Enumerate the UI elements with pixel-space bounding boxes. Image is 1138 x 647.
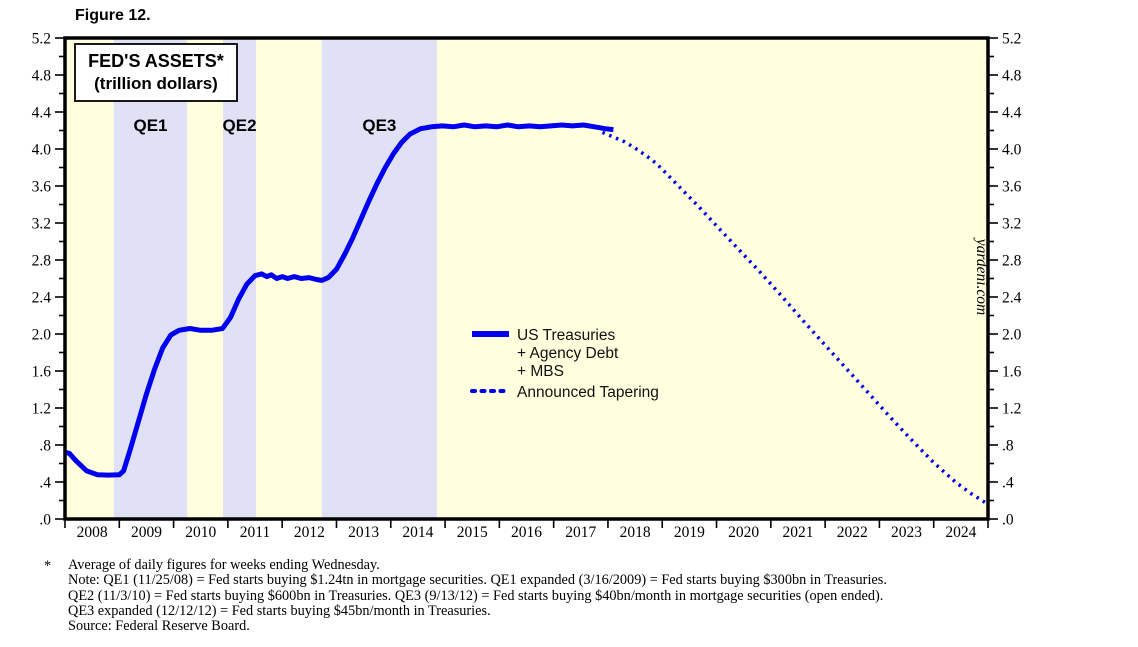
y-tick-label-right: 1.6 bbox=[1002, 364, 1022, 381]
x-year-label: 2018 bbox=[620, 524, 651, 541]
y-tick-label-left: 3.6 bbox=[32, 179, 52, 196]
footnote-line: QE3 expanded (12/12/12) = Fed starts buy… bbox=[68, 602, 491, 619]
y-tick-label-right: 3.2 bbox=[1002, 216, 1021, 233]
y-tick-label-left: 2.4 bbox=[32, 290, 52, 307]
series-solid-line bbox=[64, 122, 614, 478]
plot-background bbox=[65, 38, 988, 519]
y-tick-label-right: 3.6 bbox=[1002, 179, 1022, 196]
footnote-line: QE2 (11/3/10) = Fed starts buying $600bn… bbox=[68, 587, 884, 604]
y-tick-label-left: 5.2 bbox=[32, 31, 51, 48]
x-year-label: 2021 bbox=[782, 524, 813, 541]
y-tick-label-right: 5.2 bbox=[1002, 31, 1021, 48]
legend: US Treasuries + Agency Debt + MBS Announ… bbox=[470, 327, 659, 401]
y-tick-label-right: 2.4 bbox=[1002, 290, 1022, 307]
y-tick-label-right: .8 bbox=[1002, 438, 1014, 455]
qe-label-qe1: QE1 bbox=[133, 116, 167, 135]
y-tick-label-left: .4 bbox=[39, 475, 51, 492]
y-tick-label-left: 1.6 bbox=[32, 364, 52, 381]
footnote-star: * bbox=[44, 558, 52, 574]
x-year-label: 2009 bbox=[131, 524, 162, 541]
x-year-label: 2016 bbox=[511, 524, 542, 541]
x-year-label: 2015 bbox=[457, 524, 488, 541]
x-year-label: 2017 bbox=[565, 524, 596, 541]
y-tick-label-left: 2.8 bbox=[32, 253, 52, 270]
chart-title-box: FED'S ASSETS* (trillion dollars) bbox=[74, 43, 238, 102]
x-year-label: 2008 bbox=[77, 524, 108, 541]
y-tick-label-left: 1.2 bbox=[32, 401, 51, 418]
legend-series2-label: Announced Tapering bbox=[517, 384, 659, 401]
x-year-label: 2024 bbox=[945, 524, 976, 541]
footnote-line: Average of daily figures for weeks endin… bbox=[68, 557, 380, 573]
x-year-label: 2019 bbox=[674, 524, 705, 541]
legend-series1-line3: + MBS bbox=[517, 363, 564, 380]
y-tick-label-right: 4.0 bbox=[1002, 142, 1022, 159]
legend-series1-line1: US Treasuries bbox=[517, 327, 615, 344]
y-tick-label-left: 4.8 bbox=[32, 68, 52, 85]
chart-subtitle: (trillion dollars) bbox=[94, 74, 218, 93]
x-year-label: 2020 bbox=[728, 524, 759, 541]
title-box-frame bbox=[74, 43, 238, 102]
y-tick-label-left: 4.0 bbox=[32, 142, 52, 159]
x-year-label: 2011 bbox=[240, 524, 270, 541]
fed-assets-chart: .0 .0 .4 .4 .8 .8 1.2 1.2 1.6 1.6 2.0 2.0 2.4 2.4 2.8 2… bbox=[32, 31, 1022, 542]
axes: .0 .0 .4 .4 .8 .8 1.2 1.2 1.6 1.6 2.0 2.0 2.4 2.4 2.8 2… bbox=[32, 31, 1022, 542]
series-group bbox=[64, 122, 989, 506]
qe-band-qe1 bbox=[113, 38, 188, 519]
y-tick-label-left: .8 bbox=[39, 438, 51, 455]
y-tick-label-right: 4.8 bbox=[1002, 68, 1022, 85]
qe-band-qe3 bbox=[321, 38, 437, 519]
qe-label-qe3: QE3 bbox=[362, 116, 396, 135]
y-tick-label-right: .0 bbox=[1002, 512, 1014, 529]
x-year-label: 2014 bbox=[402, 524, 433, 541]
x-year-label: 2010 bbox=[185, 524, 216, 541]
y-tick-label-right: .4 bbox=[1002, 475, 1014, 492]
x-year-label: 2023 bbox=[891, 524, 922, 541]
qe-band-labels: QE1 QE2 QE3 bbox=[133, 116, 396, 135]
x-year-label: 2022 bbox=[837, 524, 868, 541]
x-year-label: 2013 bbox=[348, 524, 379, 541]
y-tick-label-right: 4.4 bbox=[1002, 105, 1022, 122]
qe-label-qe2: QE2 bbox=[223, 116, 257, 135]
y-tick-label-left: 2.0 bbox=[32, 327, 52, 344]
y-tick-label-right: 2.0 bbox=[1002, 327, 1022, 344]
y-tick-label-left: 3.2 bbox=[32, 216, 51, 233]
footnote: Average of daily figures for weeks endin… bbox=[68, 557, 1128, 635]
chart-title: FED'S ASSETS* bbox=[88, 51, 224, 71]
y-tick-label-left: 4.4 bbox=[32, 105, 52, 122]
footnote-line: Note: QE1 (11/25/08) = Fed starts buying… bbox=[68, 572, 887, 589]
legend-series1-line2: + Agency Debt bbox=[517, 345, 619, 362]
series-dotted-line bbox=[601, 130, 989, 506]
y-tick-label-right: 2.8 bbox=[1002, 253, 1022, 270]
x-year-label: 2012 bbox=[294, 524, 325, 541]
footnote-line: Source: Federal Reserve Board. bbox=[68, 618, 250, 635]
y-tick-label-left: .0 bbox=[39, 512, 51, 529]
qe-bands bbox=[113, 38, 437, 519]
watermark: yardeni.com bbox=[973, 237, 990, 315]
y-tick-label-right: 1.2 bbox=[1002, 401, 1021, 418]
figure-label: Figure 12. bbox=[75, 7, 151, 24]
